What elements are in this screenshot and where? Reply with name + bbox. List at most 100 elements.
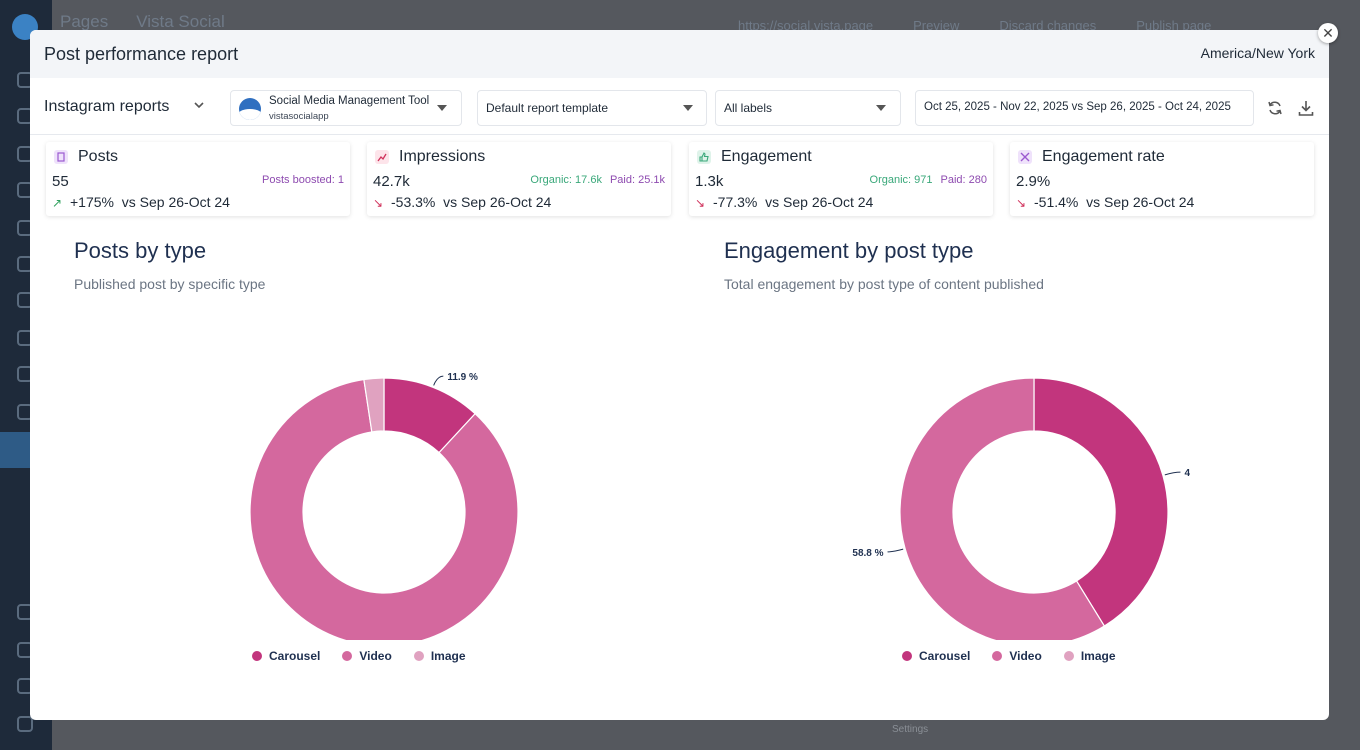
legend-item-carousel[interactable]: Carousel xyxy=(902,649,970,663)
data-label: 41.2 % xyxy=(1184,468,1190,479)
publish-page-button[interactable]: Publish page xyxy=(1136,18,1212,33)
labels-select[interactable]: All labels xyxy=(715,90,901,126)
legend-item-image[interactable]: Image xyxy=(1063,649,1116,663)
legend-item-image[interactable]: Image xyxy=(413,649,466,663)
profile-icon[interactable] xyxy=(17,716,33,732)
card-engagement: Engagement 1.3k Organic: 971 Paid: 280 ↘ -… xyxy=(689,142,993,216)
legend-label: Image xyxy=(1080,649,1116,663)
card-value: 55 xyxy=(52,173,69,190)
organic-value: Organic: 971 xyxy=(869,174,933,186)
chevron-down-icon[interactable] xyxy=(192,98,206,112)
engagement-by-type-title: Engagement by post type xyxy=(724,238,974,263)
account-selector[interactable]: Social Media Management Tool vistasocial… xyxy=(230,90,462,126)
legend-swatch xyxy=(413,651,424,661)
metric-cards: Posts 55 Posts boosted: 1 ↗ +175% vs Sep … xyxy=(44,142,1316,218)
impressions-icon xyxy=(375,150,389,164)
paid-value: Paid: 280 xyxy=(940,174,987,186)
report-template-select[interactable]: Default report template xyxy=(477,90,707,126)
card-value: 2.9% xyxy=(1016,173,1051,190)
document-icon xyxy=(54,150,68,164)
card-title: Posts xyxy=(78,148,119,165)
pie-slice-video[interactable] xyxy=(899,377,1106,640)
delta-value: -51.4% xyxy=(1034,194,1079,210)
card-extra: Posts boosted: 1 xyxy=(262,174,344,186)
card-title: Engagement xyxy=(721,148,812,165)
paid-value: Paid: 25.1k xyxy=(609,174,665,186)
settings-label[interactable]: Settings xyxy=(892,724,929,735)
close-modal-button[interactable]: ✕ xyxy=(1318,23,1338,43)
card-value: 42.7k xyxy=(373,173,410,190)
legend-swatch xyxy=(252,651,262,661)
posts-by-type-subtitle: Published post by specific type xyxy=(74,276,266,292)
card-posts: Posts 55 Posts boosted: 1 ↗ +175% vs Sep … xyxy=(46,142,350,216)
organic-value: Organic: 17.6k xyxy=(530,174,602,186)
card-extra: Organic: 17.6k Paid: 25.1k xyxy=(530,174,665,186)
legend-label: Video xyxy=(1009,649,1042,663)
delta-value: +175% xyxy=(70,194,114,210)
card-value: 1.3k xyxy=(695,173,724,190)
download-icon[interactable] xyxy=(1298,100,1314,116)
report-toolbar: Instagram reports Social Media Managemen… xyxy=(30,78,1329,135)
legend-label: Carousel xyxy=(919,649,971,663)
card-engagement-rate: Engagement rate 2.9% ↘ -51.4% vs Sep 26-O… xyxy=(1010,142,1314,216)
card-title: Impressions xyxy=(399,148,486,165)
pie-slice-carousel[interactable] xyxy=(1033,377,1169,627)
post-performance-report-modal: Post performance report America/New York… xyxy=(30,30,1329,720)
caret-down-icon xyxy=(683,105,693,111)
data-label: 58.8 % xyxy=(852,548,883,559)
legend-item-video[interactable]: Video xyxy=(992,649,1042,663)
delta-compare: vs Sep 26-Oct 24 xyxy=(121,194,230,210)
data-label-connector xyxy=(433,375,444,386)
account-avatar xyxy=(239,98,261,120)
engagement-by-type-chart: 41.2 % 58.8 % xyxy=(852,377,1190,640)
legend-item-video[interactable]: Video xyxy=(342,649,392,663)
engagement-rate-icon xyxy=(1018,150,1032,164)
legend-item-carousel[interactable]: Carousel xyxy=(252,649,320,663)
modal-title: Post performance report xyxy=(44,44,239,64)
posts-boosted: Posts boosted: 1 xyxy=(262,174,344,186)
legend-swatch xyxy=(342,651,353,661)
account-name: Social Media Management Tool xyxy=(269,95,430,107)
data-label-connector xyxy=(887,548,904,553)
trend-down-icon: ↘ xyxy=(1016,196,1027,210)
date-range-picker[interactable]: Oct 25, 2025 - Nov 22, 2025 vs Sep 26, 2… xyxy=(915,90,1254,126)
posts-by-type-chart: 11.9 %85.7 % xyxy=(249,372,519,640)
timezone-label[interactable]: America/New York xyxy=(1200,45,1315,61)
page-url-link[interactable]: https://social.vista.page xyxy=(738,18,874,33)
pie-slice-image[interactable] xyxy=(363,377,385,433)
thumbs-up-icon xyxy=(697,150,711,164)
modal-header: Post performance report America/New York xyxy=(30,30,1329,78)
caret-down-icon xyxy=(437,105,447,111)
card-extra: Organic: 971 Paid: 280 xyxy=(870,174,987,186)
posts-by-type-title: Posts by type xyxy=(74,238,207,263)
refresh-icon[interactable] xyxy=(1267,100,1283,116)
preview-button[interactable]: Preview xyxy=(913,18,960,33)
legend-swatch xyxy=(992,651,1003,661)
pie-slice-video[interactable] xyxy=(249,378,519,640)
delta-value: -53.3% xyxy=(391,194,436,210)
caret-down-icon xyxy=(876,105,886,111)
posts-by-type-legend: Carousel Video Image xyxy=(252,649,488,663)
date-range-value: Oct 25, 2025 - Nov 22, 2025 vs Sep 26, 2… xyxy=(924,101,1231,113)
legend-label: Video xyxy=(359,649,392,663)
report-type-select[interactable]: Instagram reports xyxy=(44,98,170,115)
engagement-by-type-legend: Carousel Video Image xyxy=(902,649,1138,663)
card-delta: ↘ -51.4% vs Sep 26-Oct 24 xyxy=(1016,194,1194,210)
data-label-connector xyxy=(1164,471,1181,476)
account-handle: vistasocialapp xyxy=(269,111,329,122)
trend-down-icon: ↘ xyxy=(695,196,706,210)
delta-compare: vs Sep 26-Oct 24 xyxy=(443,194,552,210)
trend-up-icon: ↗ xyxy=(52,196,63,210)
card-delta: ↘ -53.3% vs Sep 26-Oct 24 xyxy=(373,194,551,210)
delta-value: -77.3% xyxy=(713,194,758,210)
delta-compare: vs Sep 26-Oct 24 xyxy=(1086,194,1195,210)
delta-compare: vs Sep 26-Oct 24 xyxy=(765,194,874,210)
legend-swatch xyxy=(902,651,912,661)
discard-changes-button[interactable]: Discard changes xyxy=(999,18,1097,33)
close-icon: ✕ xyxy=(1322,24,1334,41)
report-template-value: Default report template xyxy=(486,101,609,115)
legend-label: Image xyxy=(430,649,466,663)
card-delta: ↘ -77.3% vs Sep 26-Oct 24 xyxy=(695,194,873,210)
card-impressions: Impressions 42.7k Organic: 17.6k Paid: 25… xyxy=(367,142,671,216)
breadcrumb-item[interactable]: Pages xyxy=(60,12,109,31)
